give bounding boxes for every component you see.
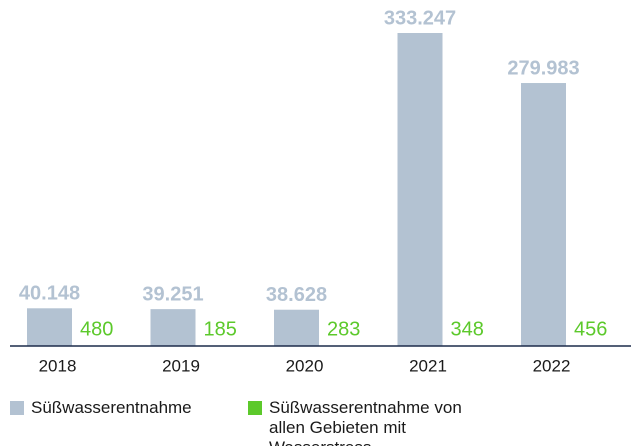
value-label: 279.983	[507, 57, 579, 79]
x-tick-label: 2021	[409, 356, 447, 375]
legend-swatch	[248, 401, 262, 415]
bar	[397, 33, 443, 346]
value-label: 283	[327, 318, 360, 340]
value-label: 38.628	[266, 284, 327, 306]
x-tick-label: 2018	[39, 356, 77, 375]
bar	[274, 309, 319, 346]
value-label: 480	[80, 318, 113, 340]
value-label: 185	[204, 318, 237, 340]
value-label: 348	[451, 318, 484, 340]
legend-label: Süßwasserentnahme von allen Gebieten mit…	[269, 398, 462, 446]
value-label: 456	[574, 318, 607, 340]
value-label: 333.247	[384, 7, 456, 29]
x-tick-label: 2019	[162, 356, 200, 375]
x-tick-label: 2020	[286, 356, 324, 375]
value-label: 40.148	[19, 283, 80, 305]
legend-label: Süßwasserentnahme	[31, 398, 192, 417]
legend-item: Süßwasserentnahme von allen Gebieten mit…	[248, 398, 498, 446]
bar	[27, 308, 72, 346]
legend-item: Süßwasserentnahme	[10, 398, 192, 418]
value-label: 39.251	[142, 283, 203, 305]
legend-swatch	[10, 401, 24, 415]
bar	[521, 83, 566, 346]
x-tick-label: 2022	[533, 356, 571, 375]
bar	[150, 309, 196, 346]
